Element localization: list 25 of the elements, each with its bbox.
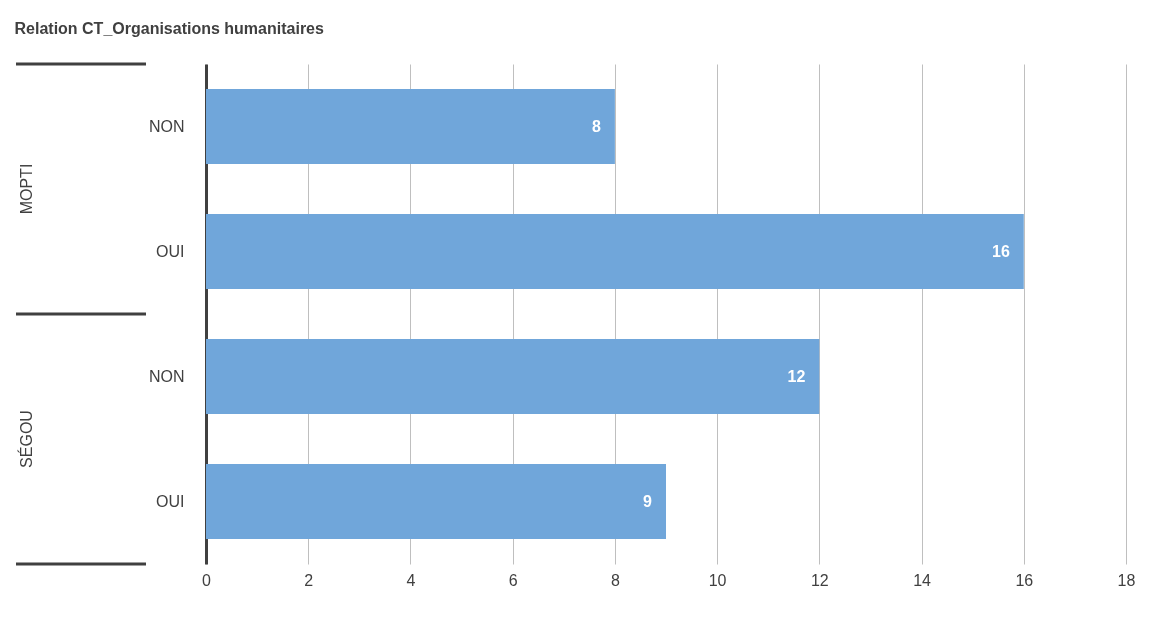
y-tick-label: NON (148, 367, 185, 385)
x-tick-label: 16 (1015, 571, 1034, 589)
x-tick-label: 0 (202, 571, 212, 589)
x-tick-label: 2 (304, 571, 314, 589)
chart-title: Relation CT_Organisations humanitaires (14, 19, 324, 37)
data-label: 12 (787, 367, 806, 385)
x-tick-label: 10 (708, 571, 727, 589)
x-tick-label: 18 (1117, 571, 1136, 589)
bar (206, 214, 1024, 289)
x-tick-label: 12 (810, 571, 829, 589)
x-tick-label: 8 (610, 571, 620, 589)
y-tick-label: NON (148, 117, 185, 135)
x-tick-label: 14 (913, 571, 932, 589)
data-label: 16 (991, 242, 1010, 260)
x-tick-label: 4 (406, 571, 416, 589)
y-tick-label: OUI (156, 492, 185, 510)
x-tick-label: 6 (508, 571, 518, 589)
bar (206, 339, 820, 414)
text: SÉGOU (17, 410, 35, 468)
data-label: 8 (591, 117, 601, 135)
data-label: 9 (643, 492, 653, 510)
text: MOPTI (18, 163, 35, 215)
bar (206, 464, 666, 539)
bar (206, 89, 615, 164)
y-tick-label: OUI (156, 242, 185, 260)
